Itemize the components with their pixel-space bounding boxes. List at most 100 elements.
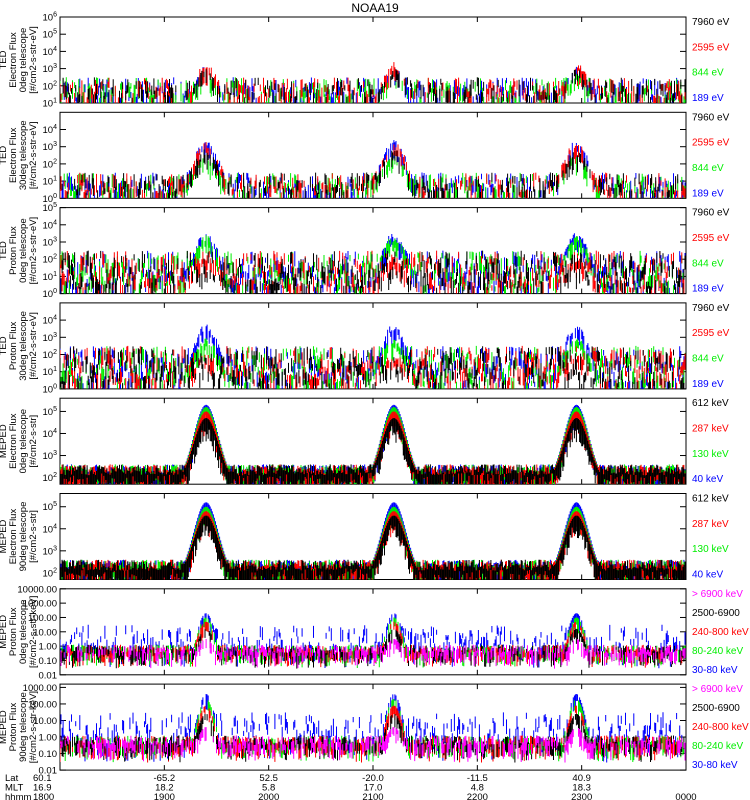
y-axis-label: TEDProton Flux0deg telescope[#/cm2-s-str… — [0, 217, 39, 285]
legend-entry: 844 eV — [692, 163, 724, 174]
series-trace — [60, 250, 686, 294]
legend-entry: 40 keV — [692, 474, 723, 485]
y-tick-label: 102 — [43, 567, 58, 579]
y-axis-label: MEPEDElectron Flux0deg telescope[#/cm2-s… — [0, 409, 39, 473]
data-marks — [60, 233, 686, 294]
legend-entry: 2595 eV — [692, 233, 730, 244]
y-tick-label: 102 — [43, 349, 58, 361]
x-tick-label: 2300 — [571, 792, 592, 800]
x-tick-label: 0000 — [675, 792, 696, 800]
x-row-label: hhmm — [5, 792, 31, 800]
data-marks — [60, 502, 686, 580]
y-tick-label: 100 — [43, 193, 58, 205]
y-tick-label: 103 — [43, 237, 58, 249]
y-tick-label: 1000.00 — [23, 599, 57, 610]
y-tick-label: 104 — [43, 428, 58, 440]
legend-entry: 189 eV — [692, 93, 724, 104]
legend-entry: 612 keV — [692, 398, 729, 409]
data-marks — [60, 613, 686, 669]
y-tick-label: 0.01 — [39, 670, 58, 681]
y-tick-label: 105 — [43, 29, 58, 41]
x-tick-label: -20.0 — [362, 773, 384, 784]
y-tick-label: 1000.00 — [23, 683, 57, 694]
legend-entry: 2595 eV — [692, 138, 730, 149]
series-trace — [60, 142, 686, 199]
y-tick-label: 105 — [43, 501, 58, 513]
y-tick-label: 103 — [43, 332, 58, 344]
data-marks — [60, 62, 686, 103]
legend-entry: 612 keV — [692, 494, 729, 505]
legend-entry: 2500-6900 — [692, 608, 740, 619]
panel-meped-e-0: 102 103 104 105 MEPEDElectron Flux0deg teles… — [0, 397, 729, 485]
y-tick-label: 0.10 — [39, 749, 58, 760]
series-trace — [60, 346, 685, 389]
y-axis-label: MEPEDProton Flux90deg telescope[#/cm2-s-… — [0, 691, 39, 763]
y-tick-label: 101 — [43, 271, 58, 283]
y-tick-label: 10.00 — [33, 716, 57, 727]
y-tick-label: 100 — [43, 383, 58, 395]
x-tick-label: 2200 — [467, 792, 488, 800]
y-axis-label: TEDElectron Flux30deg telescope[#/cm2-s-… — [0, 120, 39, 190]
x-tick-label: 60.1 — [33, 773, 52, 784]
y-tick-label: 106 — [43, 12, 58, 24]
legend-entry: 7960 eV — [692, 17, 730, 28]
legend-entry: 240-800 keV — [692, 722, 749, 733]
legend-entry: 30-80 keV — [692, 665, 738, 676]
legend-entry: 844 eV — [692, 354, 724, 365]
data-marks — [60, 404, 686, 485]
legend-entry: 844 eV — [692, 68, 724, 79]
panel-meped-p-0: 0.01 0.10 1.00 10.00 100.00 1000.00 10000.00ME… — [0, 584, 749, 681]
y-tick-label: 101 — [43, 366, 58, 378]
y-tick-label: 104 — [43, 315, 58, 327]
y-tick-label: 104 — [43, 523, 58, 535]
panel-ted-e-0: 101 102 103 104 105 106 TEDElectron Flux0deg t… — [0, 12, 730, 110]
x-axis: LatMLThhmm201960.116.91800Apr 21-65.218.… — [5, 773, 697, 800]
x-row-label: MLT — [5, 783, 23, 794]
legend-entry: 844 eV — [692, 258, 724, 269]
legend-entry: 189 eV — [692, 188, 724, 199]
panel-ted-p-30: 100 101 102 103 104 TEDProton Flux30deg teles… — [0, 302, 730, 395]
y-tick-label: 0.10 — [39, 656, 58, 667]
series-trace — [61, 149, 683, 199]
y-tick-label: 105 — [43, 406, 58, 418]
series-trace — [60, 639, 686, 669]
panels: 101 102 103 104 105 106 TEDElectron Flux0deg t… — [0, 12, 749, 777]
legend-entry: 240-800 keV — [692, 627, 749, 638]
legend-entry: 7960 eV — [692, 208, 730, 219]
x-tick-label: 52.5 — [259, 773, 278, 784]
y-tick-label: 103 — [43, 545, 58, 557]
legend-entry: 2500-6900 — [692, 703, 740, 714]
x-tick-label: 16.9 — [33, 783, 52, 794]
y-tick-label: 104 — [43, 46, 58, 58]
series-trace — [60, 69, 686, 103]
y-tick-label: 103 — [43, 141, 58, 153]
x-tick-label: 18.3 — [572, 783, 591, 794]
y-tick-label: 103 — [43, 63, 58, 75]
x-tick-label: 1800 — [33, 792, 54, 800]
data-marks — [60, 694, 686, 763]
legend-entry: 130 keV — [692, 544, 729, 555]
y-tick-label: 104 — [43, 219, 58, 231]
data-marks — [60, 140, 686, 199]
chart-title: NOAA19 — [351, 1, 399, 15]
y-tick-label: 100.00 — [28, 699, 57, 710]
y-tick-label: 105 — [43, 202, 58, 214]
legend-entry: 189 eV — [692, 379, 724, 390]
x-tick-label: 4.8 — [471, 783, 484, 794]
legend-entry: 287 keV — [692, 424, 729, 435]
x-tick-label: 2100 — [362, 792, 383, 800]
y-tick-label: 104 — [43, 124, 58, 136]
legend-entry: 189 eV — [692, 284, 724, 295]
x-tick-label: 40.9 — [572, 773, 591, 784]
x-tick-label: 17.0 — [364, 783, 383, 794]
y-tick-label: 101 — [43, 176, 58, 188]
y-tick-label: 100.00 — [28, 613, 57, 624]
legend-entry: 80-240 keV — [692, 646, 743, 657]
x-tick-label: 2000 — [258, 792, 279, 800]
y-tick-label: 10.00 — [33, 627, 57, 638]
panel-meped-p-90: 0.01 0.10 1.00 10.00 100.00 1000.00MEPEDProto… — [0, 683, 749, 777]
x-tick-label: -65.2 — [154, 773, 176, 784]
x-tick-label: -11.5 — [467, 773, 488, 784]
y-axis-label: TEDProton Flux30deg telescope[#/cm2-s-st… — [0, 311, 39, 381]
